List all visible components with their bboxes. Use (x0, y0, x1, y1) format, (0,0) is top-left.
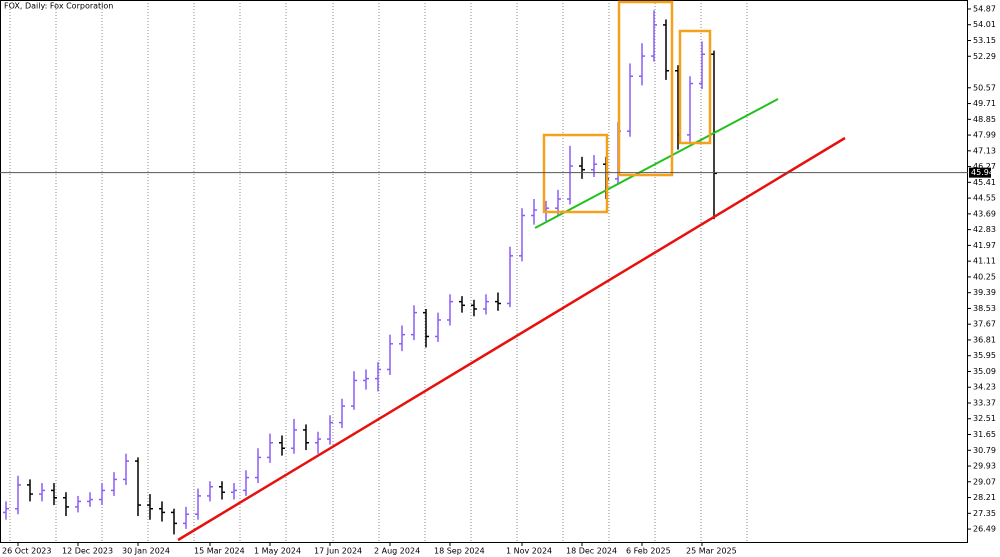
y-tick-label: 44.55 (973, 194, 996, 203)
y-tick-label: 30.79 (973, 446, 996, 455)
x-tick-label: 30 Jan 2024 (122, 547, 170, 556)
x-tick-label: 18 Sep 2024 (434, 547, 485, 556)
y-tick-label: 54.01 (973, 20, 996, 29)
y-tick-label: 37.67 (973, 320, 996, 329)
current-price-label: 45.94 (971, 168, 994, 177)
y-tick-label: 36.81 (973, 335, 996, 344)
highlight-box (542, 133, 609, 214)
vertical-grid (9, 0, 748, 543)
y-tick-label: 47.13 (973, 146, 996, 155)
x-tick-label: 18 Dec 2024 (566, 547, 617, 556)
current-price-box (969, 167, 991, 178)
y-tick-label: 29.07 (973, 477, 996, 486)
y-tick-label: 49.71 (973, 99, 996, 108)
y-tick-label: 26.49 (973, 525, 996, 534)
x-tick-label: 17 Jun 2024 (314, 547, 362, 556)
x-tick-label: 2 Aug 2024 (374, 547, 420, 556)
x-tick-label: 1 Nov 2024 (506, 547, 552, 556)
y-tick-label: 53.15 (973, 36, 996, 45)
chart-title: FOX, Daily: Fox Corporation (4, 2, 113, 11)
highlight-box (617, 0, 674, 177)
x-tick-label: 6 Feb 2025 (626, 547, 671, 556)
y-tick-label: 35.09 (973, 367, 996, 376)
x-tick-label: 15 Mar 2024 (194, 547, 245, 556)
y-tick-label: 39.39 (973, 288, 996, 297)
y-tick-label: 32.51 (973, 414, 996, 423)
y-tick-label: 52.29 (973, 52, 996, 61)
support-trendline (177, 136, 846, 542)
y-tick-label: 46.27 (973, 162, 996, 171)
y-tick-label: 38.53 (973, 304, 996, 313)
y-tick-label: 43.69 (973, 209, 996, 218)
y-tick-label: 29.93 (973, 462, 996, 471)
x-tick-label: 12 Dec 2023 (62, 547, 113, 556)
y-tick-label: 33.37 (973, 398, 996, 407)
drawings (177, 0, 846, 542)
x-tick-label: 25 Mar 2025 (686, 547, 737, 556)
y-tick-label: 42.83 (973, 225, 996, 234)
y-tick-label: 28.21 (973, 493, 996, 502)
y-tick-label: 40.25 (973, 272, 996, 281)
y-tick-label: 35.95 (973, 351, 996, 360)
y-tick-label: 54.87 (973, 4, 996, 13)
x-tick-label: 26 Oct 2023 (2, 547, 51, 556)
y-tick-label: 48.85 (973, 115, 996, 124)
y-tick-label: 27.35 (973, 509, 996, 518)
y-tick-label: 47.99 (973, 131, 996, 140)
x-tick-label: 1 May 2024 (254, 547, 301, 556)
channel-trendline (534, 98, 779, 229)
highlight-box (678, 29, 712, 145)
y-tick-label: 45.41 (973, 178, 996, 187)
y-tick-label: 31.65 (973, 430, 996, 439)
plot-frame (0, 0, 968, 543)
y-tick-label: 50.57 (973, 83, 996, 92)
y-tick-label: 34.23 (973, 383, 996, 392)
y-tick-label: 41.97 (973, 241, 996, 250)
bars (3, 10, 717, 535)
y-tick-label: 41.11 (973, 257, 996, 266)
